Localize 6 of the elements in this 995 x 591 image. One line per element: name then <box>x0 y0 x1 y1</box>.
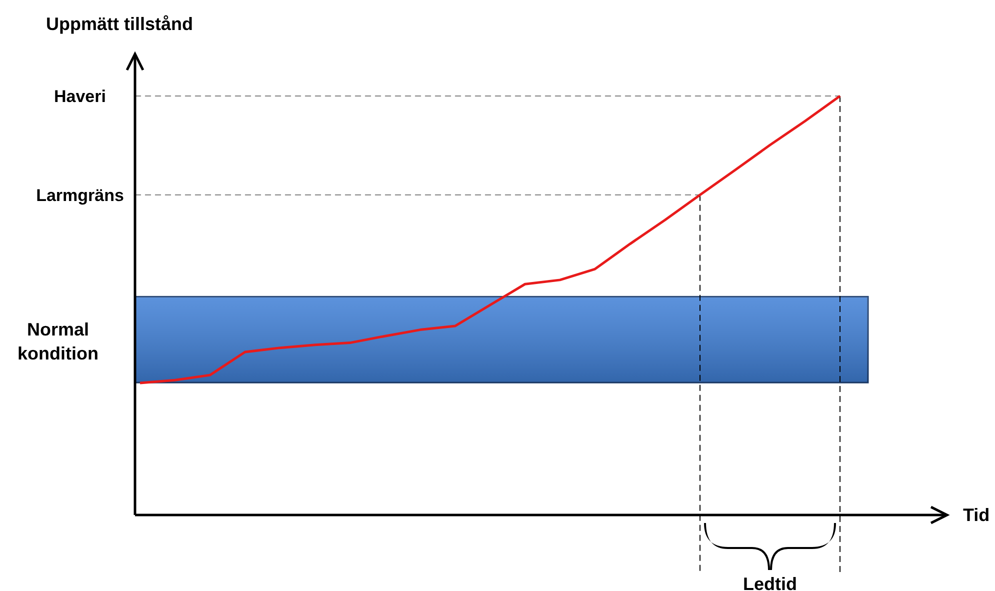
text: Tid <box>963 505 990 525</box>
ref-line-label: Haveri <box>54 87 106 106</box>
ref-line-label: Larmgräns <box>36 186 124 205</box>
band-label: Normal kondition <box>18 320 98 364</box>
y-axis-title: Uppmätt tillstånd <box>46 14 193 34</box>
text: Ledtid <box>743 574 797 591</box>
